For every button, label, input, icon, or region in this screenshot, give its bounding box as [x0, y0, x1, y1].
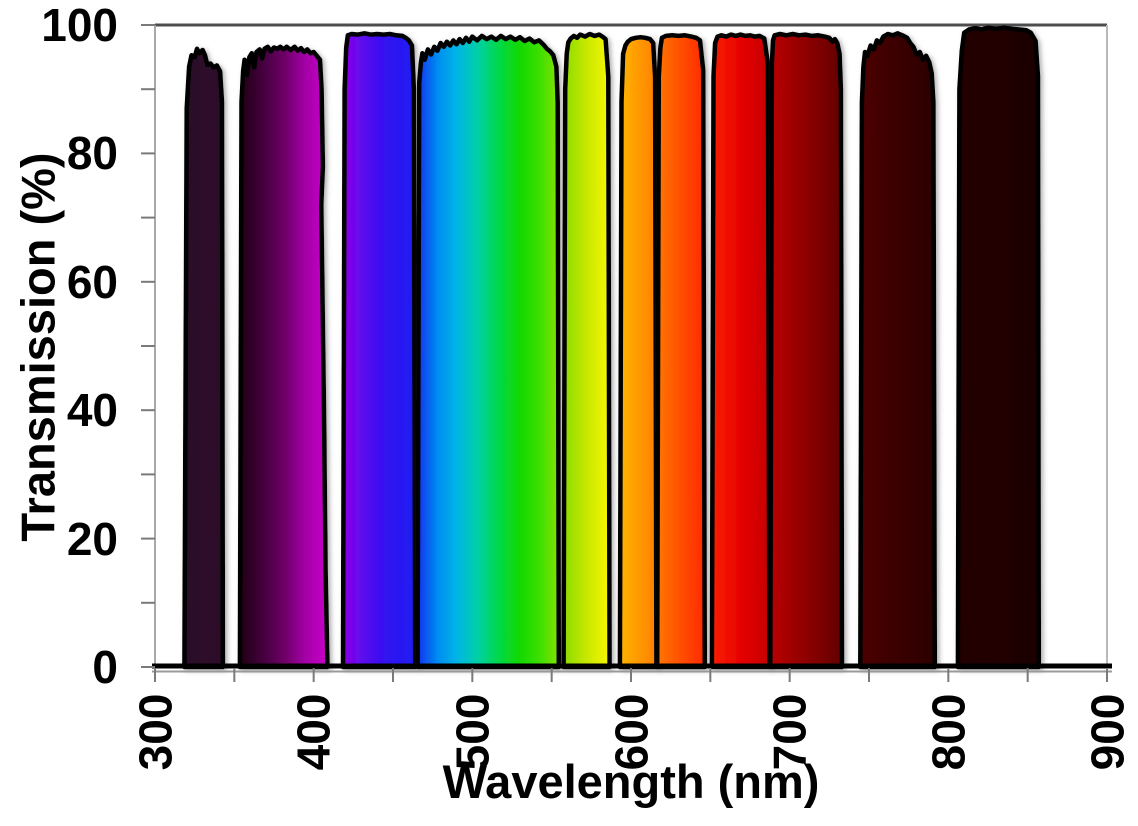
y-axis-title-wrap: Transmission (%)	[11, 147, 65, 547]
x-tick-label-wrap: 800	[898, 676, 998, 788]
x-tick-label: 500	[446, 693, 499, 771]
x-tick-label-wrap: 900	[1057, 676, 1138, 788]
band-filter-440nm	[340, 31, 418, 670]
band-filter-768nm	[858, 31, 938, 670]
band-filter-380nm	[237, 44, 330, 670]
x-tick-label: 600	[605, 693, 657, 771]
x-tick-label: 900	[1081, 693, 1133, 771]
band-filter-605nm	[617, 34, 659, 670]
x-tick-label-wrap: 600	[581, 676, 681, 788]
x-tick-label-wrap: 500	[422, 676, 522, 788]
y-tick-label: 20	[66, 512, 118, 565]
x-axis-title: Wavelength (nm)	[442, 755, 820, 808]
x-tick-label: 300	[129, 693, 181, 771]
y-tick-label: 0	[92, 641, 118, 693]
y-axis-title: Transmission (%)	[11, 152, 65, 542]
x-tick-label: 400	[287, 693, 340, 771]
y-tick-label: 100	[41, 0, 118, 51]
y-tick-label: 60	[66, 255, 118, 308]
band-filter-670nm	[709, 32, 772, 670]
x-tick-label: 700	[763, 693, 816, 771]
band-filter-831nm	[955, 25, 1042, 670]
x-axis-line	[152, 663, 1112, 669]
y-tick-label: 40	[66, 384, 118, 437]
band-filter-572nm	[561, 31, 612, 670]
x-tick-label-wrap: 700	[740, 676, 840, 788]
x-tick-label-wrap: 300	[105, 676, 205, 788]
band-filter-631nm	[654, 33, 708, 670]
band-filter-510nm	[415, 33, 562, 670]
band-filter-710nm	[768, 31, 845, 670]
x-tick-label: 800	[922, 693, 975, 771]
x-tick-label-wrap: 400	[264, 676, 364, 788]
y-tick-label: 80	[66, 127, 118, 180]
band-filter-331nm	[182, 46, 226, 670]
